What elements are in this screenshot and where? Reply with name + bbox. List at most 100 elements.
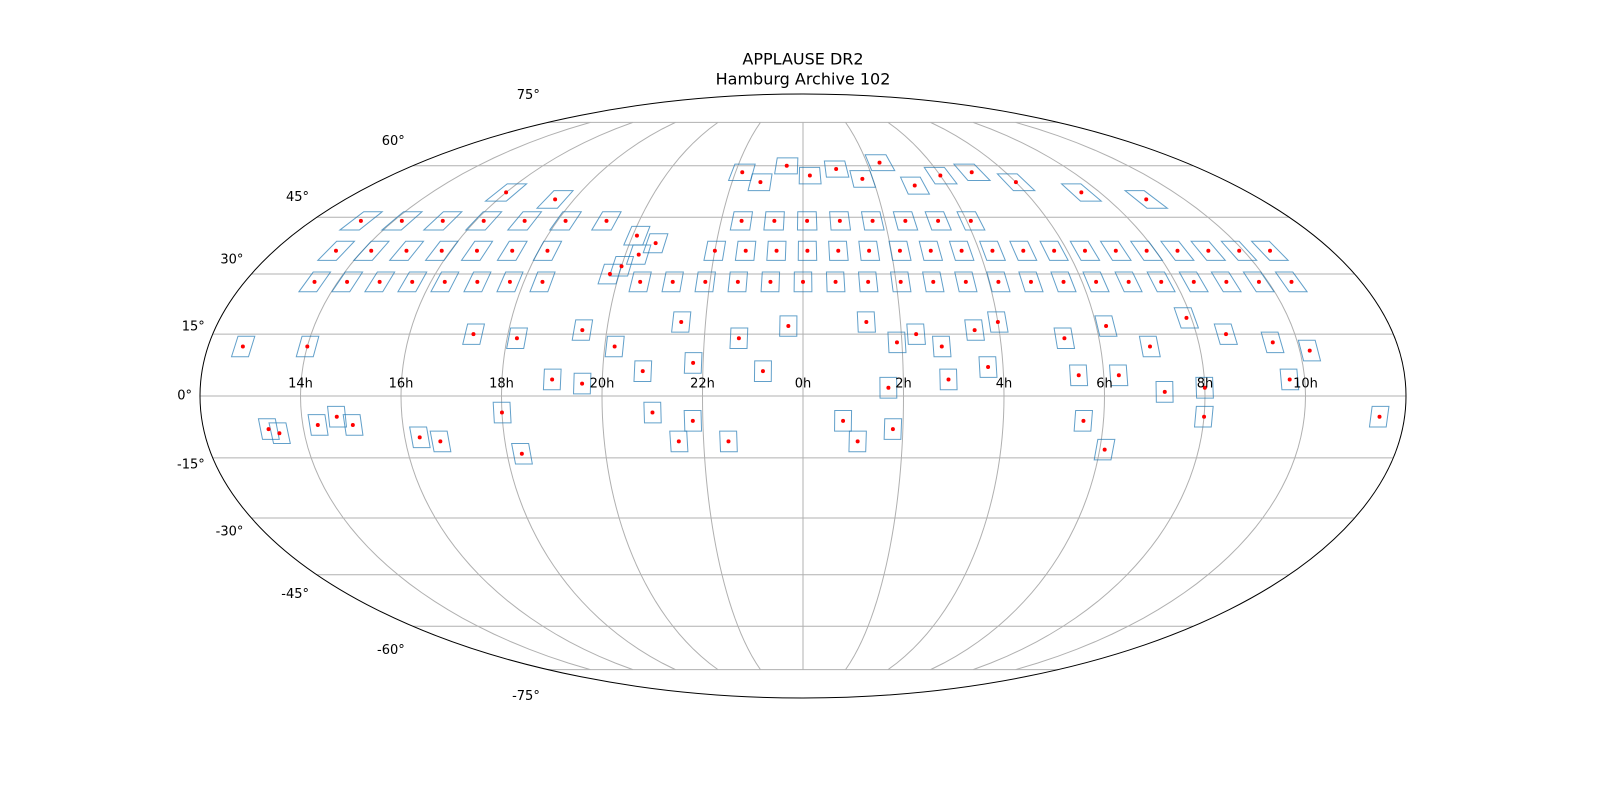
plate-footprint: [1213, 323, 1239, 345]
plate-center: [897, 248, 902, 253]
plate-footprint: [883, 418, 903, 440]
plate-footprint: [388, 240, 425, 261]
plate-footprint: [429, 430, 452, 453]
plate-center: [1202, 385, 1207, 390]
plate-footprint: [1069, 240, 1101, 261]
plate-footprint: [1242, 271, 1276, 293]
plate-footprint: [956, 211, 986, 231]
plate-center: [507, 279, 512, 284]
plate-footprint: [623, 225, 651, 246]
plate-footprint: [793, 271, 813, 293]
plate-footprint: [1178, 271, 1209, 293]
plate-center: [870, 218, 875, 223]
plate-center: [499, 410, 504, 415]
plate-center: [636, 252, 641, 257]
y-tick-label: -75°: [512, 689, 540, 704]
plate-footprint: [1060, 183, 1103, 202]
plate-footprint: [643, 401, 662, 424]
plate-center: [1202, 414, 1207, 419]
plate-footprint: [1009, 240, 1038, 261]
plate-footprint: [766, 240, 787, 261]
plate-center: [963, 279, 968, 284]
plate-center: [417, 435, 422, 440]
plate-footprint: [952, 163, 992, 181]
plate-footprint: [661, 271, 684, 293]
plate-center: [931, 279, 936, 284]
x-tick-label: 18h: [489, 377, 514, 392]
chart-subtitle: Hamburg Archive 102: [716, 70, 891, 89]
plate-footprint: [856, 311, 876, 333]
plate-center: [653, 241, 658, 246]
plate-center: [834, 166, 839, 171]
plate-footprint: [986, 271, 1011, 293]
plate-footprint: [460, 240, 494, 261]
plate-footprint: [409, 426, 431, 449]
x-tick-label: 14h: [288, 377, 313, 392]
plate-footprint: [986, 311, 1009, 333]
plate-center: [510, 248, 515, 253]
plate-center: [898, 279, 903, 284]
plate-footprint: [1069, 364, 1089, 387]
plate-footprint: [1094, 315, 1118, 337]
grid-line: [1015, 121, 1307, 671]
plate-footprint: [1220, 240, 1258, 261]
plate-center: [334, 414, 339, 419]
plate-center: [1094, 279, 1099, 284]
plate-footprint: [939, 368, 958, 391]
plate-footprint: [642, 233, 669, 254]
plate-center: [1159, 279, 1164, 284]
plate-center: [514, 336, 519, 341]
plate-center: [890, 427, 895, 432]
plate-center: [1224, 279, 1229, 284]
plate-center: [442, 279, 447, 284]
x-tick-label: 8h: [1197, 377, 1214, 392]
plate-footprint: [798, 166, 822, 185]
plate-footprint: [1193, 405, 1214, 428]
plate-footprint: [825, 271, 846, 293]
plate-footprint: [729, 211, 754, 231]
plate-footprint: [604, 335, 625, 358]
plate-center: [786, 324, 791, 329]
plate-center: [959, 248, 964, 253]
plate-center: [404, 248, 409, 253]
plate-center: [855, 439, 860, 444]
plate-footprint: [1195, 376, 1214, 399]
plate-footprint: [964, 319, 985, 341]
plate-center: [801, 279, 805, 284]
marks: [230, 154, 1390, 465]
plate-center: [726, 439, 731, 444]
plate-footprint: [996, 173, 1037, 192]
y-tick-label: 15°: [182, 319, 205, 334]
plate-center: [743, 248, 748, 253]
plate-center: [768, 279, 773, 284]
plate-footprint: [924, 211, 953, 231]
plate-footprint: [763, 211, 785, 231]
plate-center: [1144, 197, 1149, 202]
plate-footprint: [1129, 240, 1164, 261]
plate-center: [580, 381, 585, 386]
plate-center: [736, 336, 741, 341]
plate-footprint: [828, 240, 849, 261]
plate-center: [1175, 248, 1180, 253]
plate-center: [475, 279, 480, 284]
plate-center: [860, 176, 865, 181]
plate-footprint: [484, 183, 528, 202]
y-tick-label: 45°: [286, 190, 309, 205]
plate-footprint: [1155, 381, 1174, 403]
plate-footprint: [548, 211, 583, 231]
plate-footprint: [1018, 271, 1044, 293]
plate-center: [676, 439, 681, 444]
y-tick-label: 60°: [382, 134, 405, 149]
plate-center: [1256, 279, 1261, 284]
plate-center: [805, 248, 810, 253]
plate-footprint: [326, 405, 348, 428]
grid-line: [400, 121, 634, 671]
plate-footprint: [364, 271, 396, 293]
plate-center: [305, 344, 310, 349]
plate-footprint: [864, 154, 896, 172]
plate-center: [1289, 279, 1294, 284]
plate-center: [928, 248, 933, 253]
plate-footprint: [719, 430, 738, 453]
plate-footprint: [1099, 240, 1132, 261]
plate-footprint: [463, 271, 492, 293]
